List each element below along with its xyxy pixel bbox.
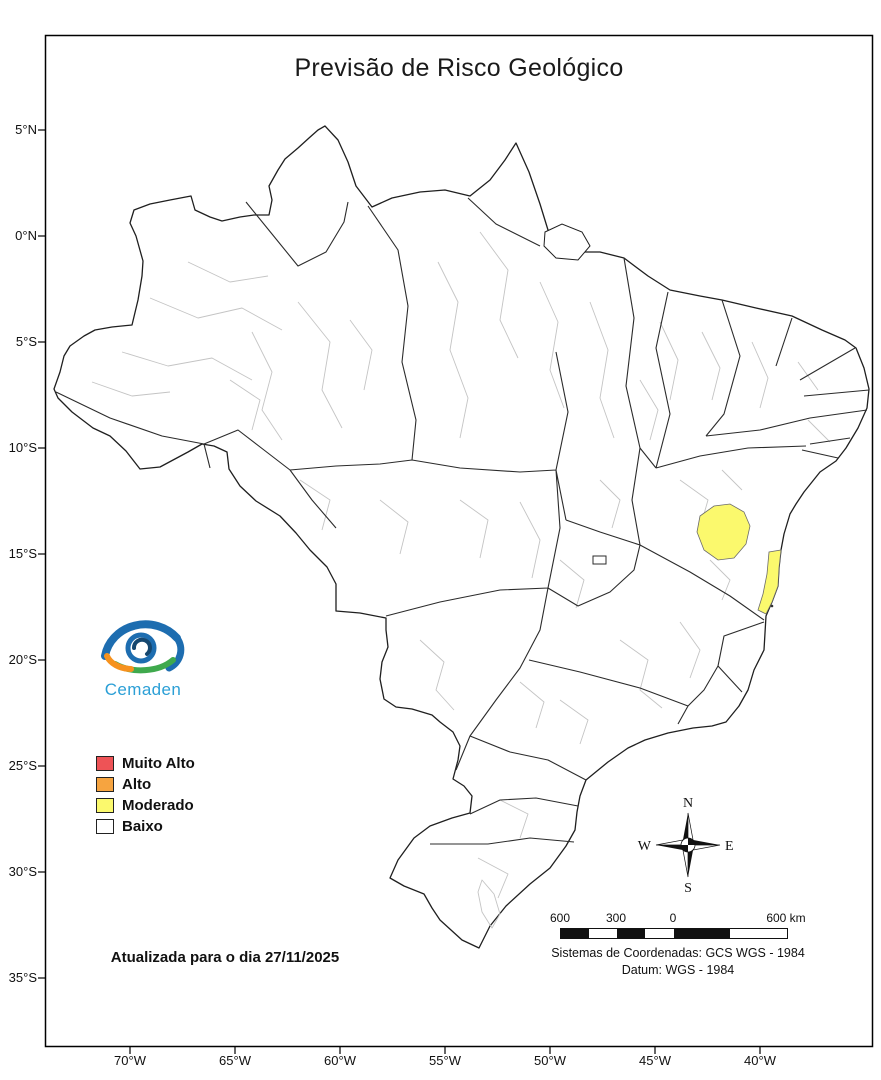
legend-item-alto: Alto [96, 774, 195, 795]
compass-label-n: N [683, 796, 693, 811]
legend-item-muito-alto: Muito Alto [96, 753, 195, 774]
datum-text: Datum: WGS - 1984 [621, 963, 735, 977]
scale-label-600-right: 600 km [766, 911, 806, 925]
risk-region-moderado-inland [696, 503, 751, 561]
scale-label-600-left: 600 [549, 911, 571, 925]
cemaden-logo [93, 602, 193, 687]
legend-label-muito-alto: Muito Alto [122, 755, 195, 772]
compass-label-s: S [684, 881, 692, 896]
lon-axis-label: 50°W [534, 1053, 566, 1068]
lon-axis-label: 45°W [639, 1053, 671, 1068]
lat-axis-label: 15°S [8, 546, 37, 561]
lon-axis-label: 70°W [114, 1053, 146, 1068]
legend-swatch-muito-alto [96, 756, 114, 771]
legend-label-baixo: Baixo [122, 818, 163, 835]
lon-axis-label: 60°W [324, 1053, 356, 1068]
risk-region-moderado-coastal [757, 549, 782, 615]
state-boundaries [55, 197, 870, 845]
map-frame [44, 34, 874, 1048]
lat-axis-label: 30°S [8, 864, 37, 879]
municipal-boundaries [91, 231, 831, 929]
legend-swatch-moderado [96, 798, 114, 813]
distrito-federal-outline [592, 555, 607, 565]
legend-label-moderado: Moderado [122, 797, 194, 814]
compass-label-e: E [725, 839, 734, 854]
scale-segment [617, 929, 645, 938]
lat-axis-label: 20°S [8, 652, 37, 667]
legend-label-alto: Alto [122, 776, 152, 793]
scale-bar [560, 928, 788, 939]
compass-label-w: W [638, 839, 652, 854]
scale-segment [730, 929, 787, 938]
scale-label-0: 0 [669, 911, 677, 925]
compass-rose: N E S W [638, 796, 734, 896]
scale-segment [561, 929, 589, 938]
scale-segment [645, 929, 674, 938]
lon-axis-label: 40°W [744, 1053, 776, 1068]
legend-item-moderado: Moderado [96, 795, 195, 816]
scale-segment [589, 929, 617, 938]
cemaden-logo-caption: Cemaden [104, 680, 182, 699]
lat-axis-label: 5°N [15, 122, 37, 137]
scale-segment [674, 929, 730, 938]
brazil-country-outline [53, 125, 870, 949]
lon-axis-label: 65°W [219, 1053, 251, 1068]
risk-legend: Muito Alto Alto Moderado Baixo [96, 753, 195, 837]
coordinate-system-text: Sistemas de Coordenadas: GCS WGS - 1984 [551, 946, 805, 960]
scale-label-300: 300 [605, 911, 627, 925]
legend-swatch-alto [96, 777, 114, 792]
lat-axis-label: 25°S [8, 758, 37, 773]
cemaden-eye-icon [101, 620, 185, 674]
lat-axis-label: 10°S [8, 440, 37, 455]
lat-axis-label: 0°N [15, 228, 37, 243]
lat-axis-label: 5°S [15, 334, 37, 349]
updated-date-text: Atualizada para o dia 27/11/2025 [110, 949, 340, 966]
island-dot [770, 604, 774, 608]
lat-axis-label: 35°S [8, 970, 37, 985]
legend-item-baixo: Baixo [96, 816, 195, 837]
lon-axis-label: 55°W [429, 1053, 461, 1068]
axis-ticks [38, 129, 761, 1054]
marajo-island [543, 223, 591, 261]
legend-swatch-baixo [96, 819, 114, 834]
page-title: Previsão de Risco Geológico [294, 54, 624, 82]
